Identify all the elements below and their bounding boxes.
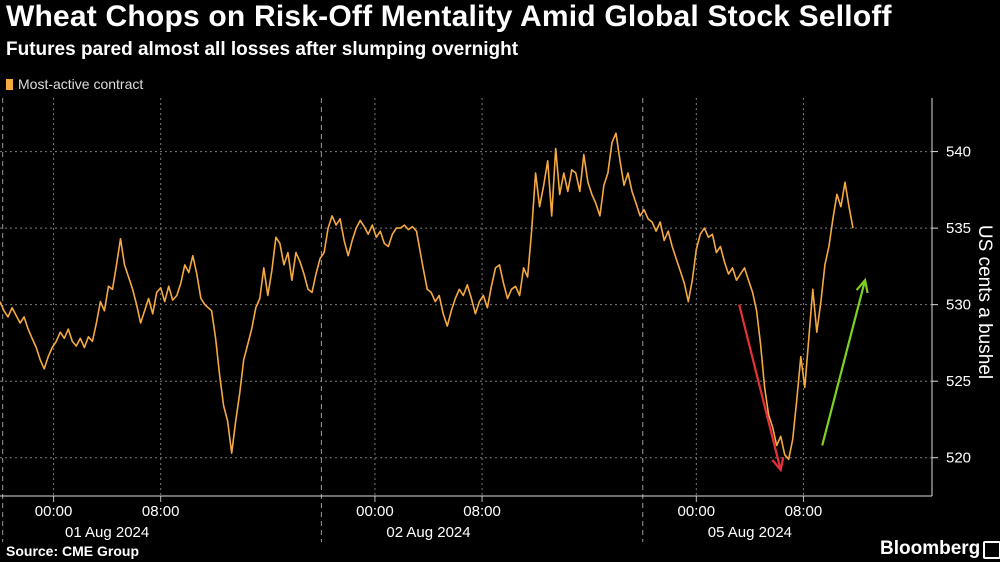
legend-label: Most-active contract [18, 76, 144, 92]
source-note: Source: CME Group [6, 543, 140, 559]
day-label: 02 Aug 2024 [386, 524, 470, 541]
grid-layer [0, 98, 932, 542]
legend-swatch [6, 78, 13, 90]
y-tick-label: 525 [946, 373, 971, 390]
up-arrow-annotation [821, 279, 867, 446]
brand-name: Bloomberg [880, 538, 981, 559]
up-arrow-annotation-head [855, 277, 869, 294]
series-layer [0, 132, 854, 461]
down-arrow-annotation [738, 304, 782, 471]
chart-title: Wheat Chops on Risk-Off Mentality Amid G… [6, 0, 892, 33]
price-series-line [0, 132, 854, 461]
y-tick-label: 540 [946, 144, 971, 161]
chart-subtitle: Futures pared almost all losses after sl… [6, 39, 519, 60]
bloomberg-logo: Bloomberg [880, 538, 1000, 560]
x-tick-label: 00:00 [356, 503, 394, 520]
x-tick-label: 00:00 [35, 503, 73, 520]
legend: Most-active contract [6, 76, 143, 92]
x-tick-label: 08:00 [785, 503, 823, 520]
x-tick-label: 00:00 [678, 503, 716, 520]
day-label: 01 Aug 2024 [65, 524, 149, 541]
annotation-layer [738, 277, 869, 473]
y-tick-label: 535 [946, 220, 971, 237]
x-tick-label: 08:00 [142, 503, 180, 520]
y-axis-title: US cents a bushel [974, 225, 995, 379]
day-label: 05 Aug 2024 [708, 524, 792, 541]
x-tick-label: 08:00 [463, 503, 501, 520]
y-tick-label: 530 [946, 297, 971, 314]
axis-layer: 520 525 530 535 540 00:00 08:00 00:00 08:00 00:00… [0, 98, 995, 541]
brand-mark-icon [983, 541, 1000, 559]
y-tick-label: 520 [946, 450, 971, 467]
down-arrow-annotation-head [771, 457, 785, 473]
